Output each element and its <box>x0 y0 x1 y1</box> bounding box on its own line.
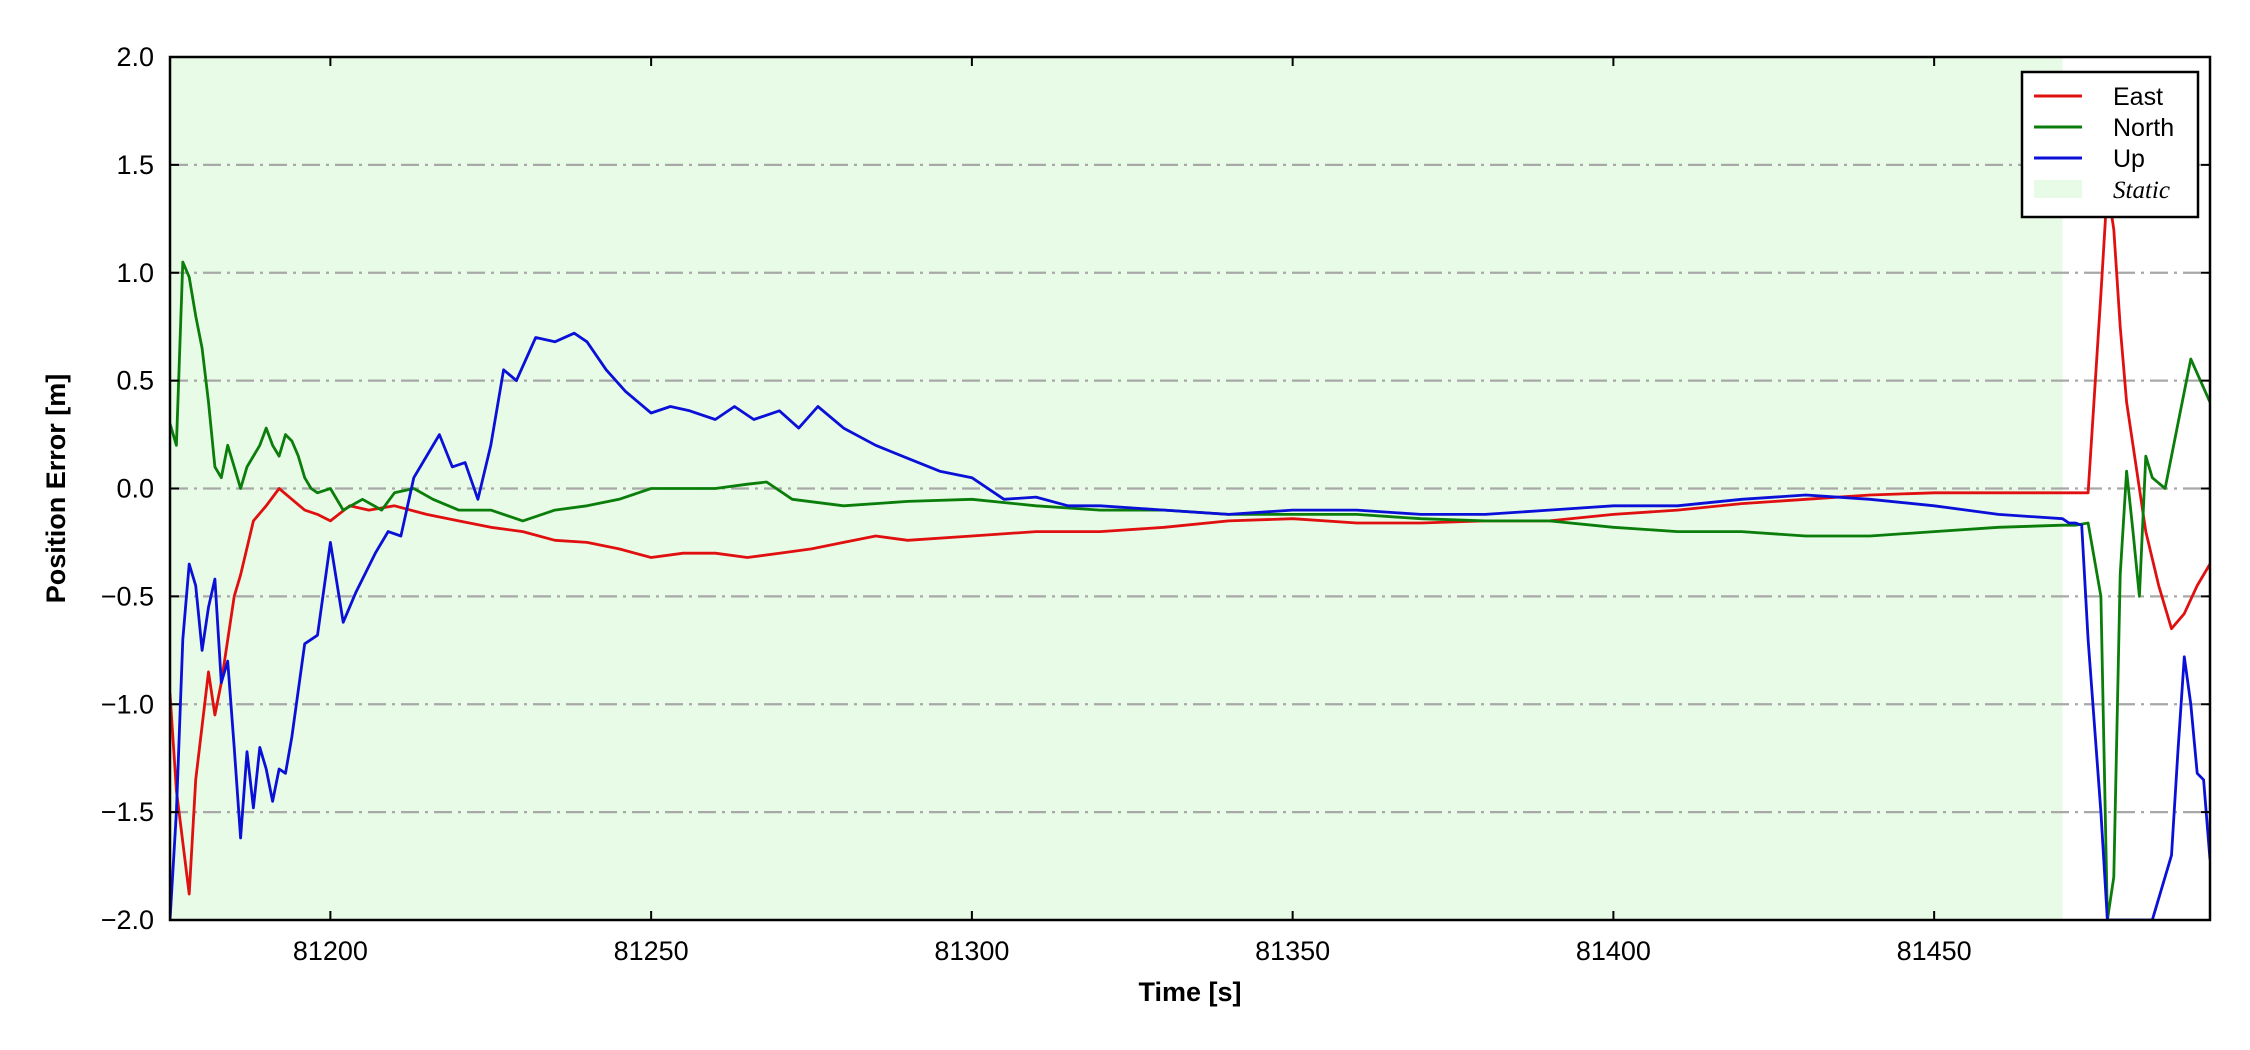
x-axis-label: Time [s] <box>1138 977 1241 1007</box>
y-tick-label: −0.5 <box>101 581 154 611</box>
legend-swatch-static <box>2034 180 2082 198</box>
y-tick-label: −2.0 <box>101 905 154 935</box>
x-tick-label: 81300 <box>934 936 1009 966</box>
grid <box>170 163 2210 814</box>
series-lines <box>170 185 2210 920</box>
x-tick-label: 81250 <box>614 936 689 966</box>
series-line-east <box>170 185 2210 896</box>
series-line-up <box>170 331 2210 920</box>
y-tick-label: −1.0 <box>101 689 154 719</box>
y-tick-label: 1.5 <box>116 150 154 180</box>
legend-label-east: East <box>2113 83 2163 111</box>
legend-label-static: Static <box>2113 177 2170 204</box>
y-tick-label: 2.0 <box>116 42 154 72</box>
x-tick-label: 81350 <box>1255 936 1330 966</box>
x-tick-label: 81400 <box>1576 936 1651 966</box>
legend-label-up: Up <box>2113 145 2145 173</box>
y-tick-label: 1.0 <box>116 258 154 288</box>
x-tick-label: 81200 <box>293 936 368 966</box>
legend-label-north: North <box>2113 114 2174 142</box>
y-tick-label: −1.5 <box>101 797 154 827</box>
y-tick-label: 0.0 <box>116 474 154 504</box>
x-tick-label: 81450 <box>1897 936 1972 966</box>
series-line-north <box>170 260 2210 920</box>
y-axis-label: Position Error [m] <box>41 374 71 604</box>
legend: East North Up Static <box>2020 70 2200 219</box>
y-tick-label: 0.5 <box>116 366 154 396</box>
